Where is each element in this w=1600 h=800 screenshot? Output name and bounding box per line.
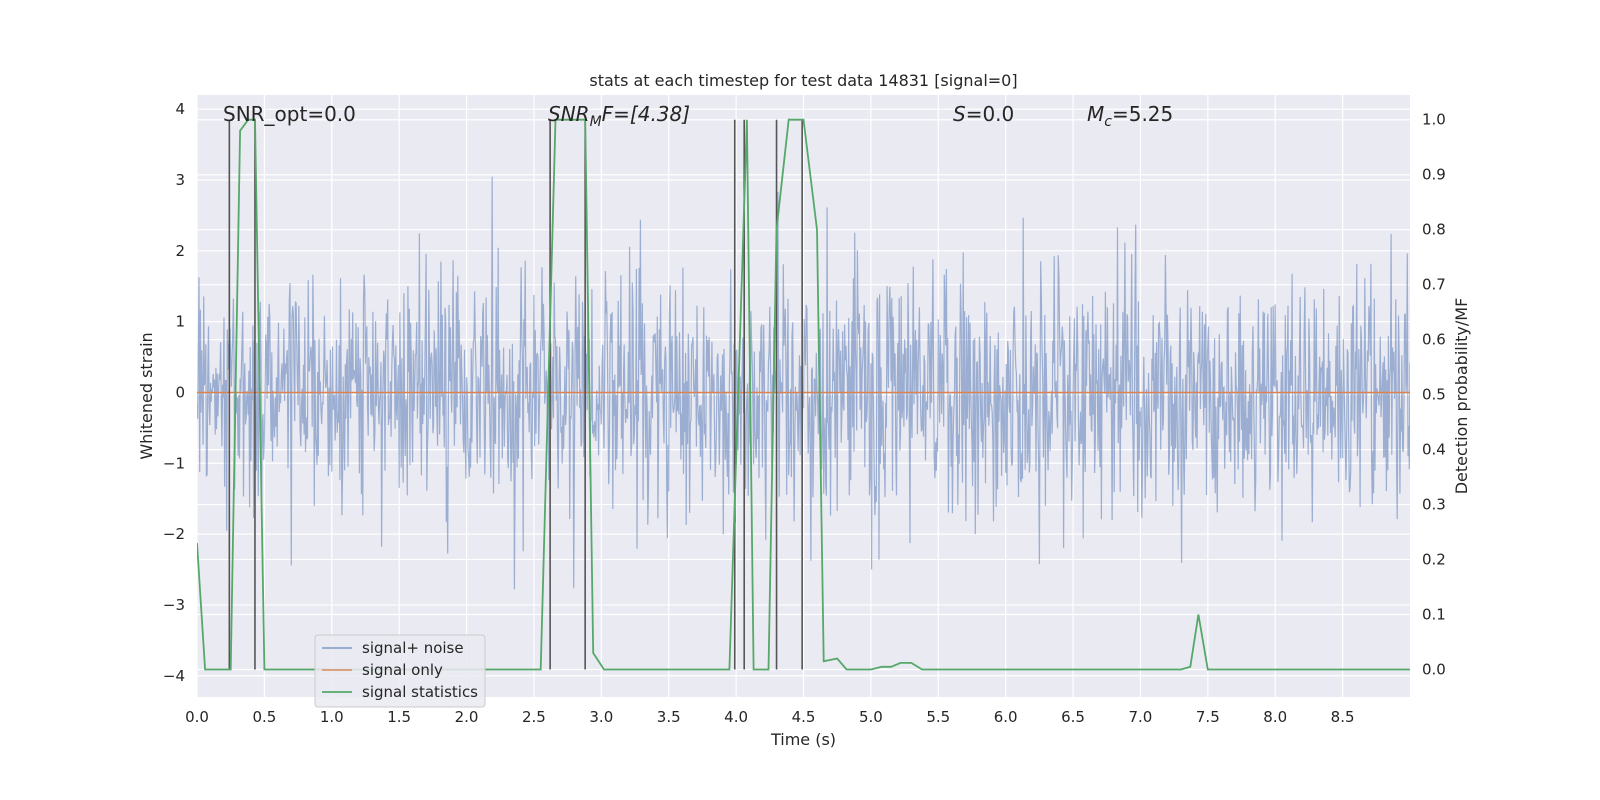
annotation-snr-mf-suffix: F=[4.38] [602,102,690,126]
y2-tick-label: 0.7 [1422,276,1446,294]
x-tick-label: 8.5 [1331,708,1355,726]
x-tick-label: 2.0 [455,708,479,726]
x-tick-label: 8.0 [1263,708,1287,726]
annotation-snr-opt: SNR_opt=0.0 [223,102,356,126]
x-tick-label: 2.5 [522,708,546,726]
x-tick-label: 6.0 [994,708,1018,726]
x-tick-label: 5.0 [859,708,883,726]
x-tick-label: 1.0 [320,708,344,726]
y2-tick-label: 0.5 [1422,386,1446,404]
y-tick-label: −2 [163,525,185,543]
y2-tick-label: 0.3 [1422,496,1446,514]
annotation-snr-mf: SNRMF=[4.38] [548,102,690,130]
y-tick-label: −4 [163,667,185,685]
legend-label-signal-noise: signal+ noise [362,639,464,657]
event-lines [228,119,803,670]
x-tick-label: 4.0 [724,708,748,726]
y-axis-left: −4 −3 −2 −1 0 1 2 3 4 [163,100,185,685]
x-tick-label: 3.0 [589,708,613,726]
annotation-mc-sub: c [1104,114,1112,130]
x-tick-label: 5.5 [926,708,950,726]
annotation-snr-mf-sub: M [590,114,602,130]
x-tick-label: 4.5 [792,708,816,726]
legend: signal+ noise signal only signal statist… [314,634,486,708]
series-signal-noise [197,176,1410,590]
y-tick-label: 4 [175,100,185,118]
y2-tick-label: 0.2 [1422,551,1446,569]
x-axis: 0.0 0.5 1.0 1.5 2.0 2.5 3.0 3.5 4.0 4.5 5.0 5.5 6.0 6… [185,708,1354,726]
legend-label-signal-only: signal only [362,661,443,679]
series-line-signal-noise [197,176,1410,590]
y-tick-label: 3 [175,171,185,189]
y-tick-label: −3 [163,596,185,614]
legend-box [314,634,486,708]
y-axis-right: 0.0 0.1 0.2 0.3 0.4 0.5 0.6 0.7 0.8 0.9 1.0 [1422,111,1446,679]
legend-label-signal-statistics: signal statistics [362,683,478,701]
x-tick-label: 6.5 [1061,708,1085,726]
y2-tick-label: 0.6 [1422,331,1446,349]
y-axis-label: Whitened strain [137,332,156,459]
annotation-s-main: S [953,102,966,126]
annotation-mc-main: M [1087,102,1104,126]
annotation-s: S=0.0 [953,102,1014,126]
y-tick-label: −1 [163,454,185,472]
y-tick-label: 0 [175,383,185,401]
annotation-snr-mf-main: SNR [548,102,590,126]
x-tick-label: 1.5 [387,708,411,726]
y2-tick-label: 0.0 [1422,661,1446,679]
annotation-mc-suffix: =5.25 [1112,102,1173,126]
x-tick-label: 3.5 [657,708,681,726]
x-tick-label: 0.5 [252,708,276,726]
x-tick-label: 7.5 [1196,708,1220,726]
series-line-signal-statistics [197,118,1410,671]
chart-title: stats at each timestep for test data 148… [589,71,1017,90]
annotation-mc: Mc=5.25 [1087,102,1173,130]
y2-tick-label: 0.4 [1422,441,1446,459]
y2-tick-label: 0.9 [1422,166,1446,184]
x-tick-label: 7.0 [1129,708,1153,726]
annotation-s-suffix: =0.0 [966,102,1015,126]
x-axis-label: Time (s) [770,730,836,749]
y-tick-label: 1 [175,313,185,331]
x-tick-label: 0.0 [185,708,209,726]
y2-tick-label: 0.8 [1422,221,1446,239]
y2-axis-label: Detection probability/MF [1452,298,1471,495]
y2-tick-label: 1.0 [1422,111,1446,129]
y2-tick-label: 0.1 [1422,606,1446,624]
series-signal-statistics [197,118,1410,671]
y-tick-label: 2 [175,242,185,260]
